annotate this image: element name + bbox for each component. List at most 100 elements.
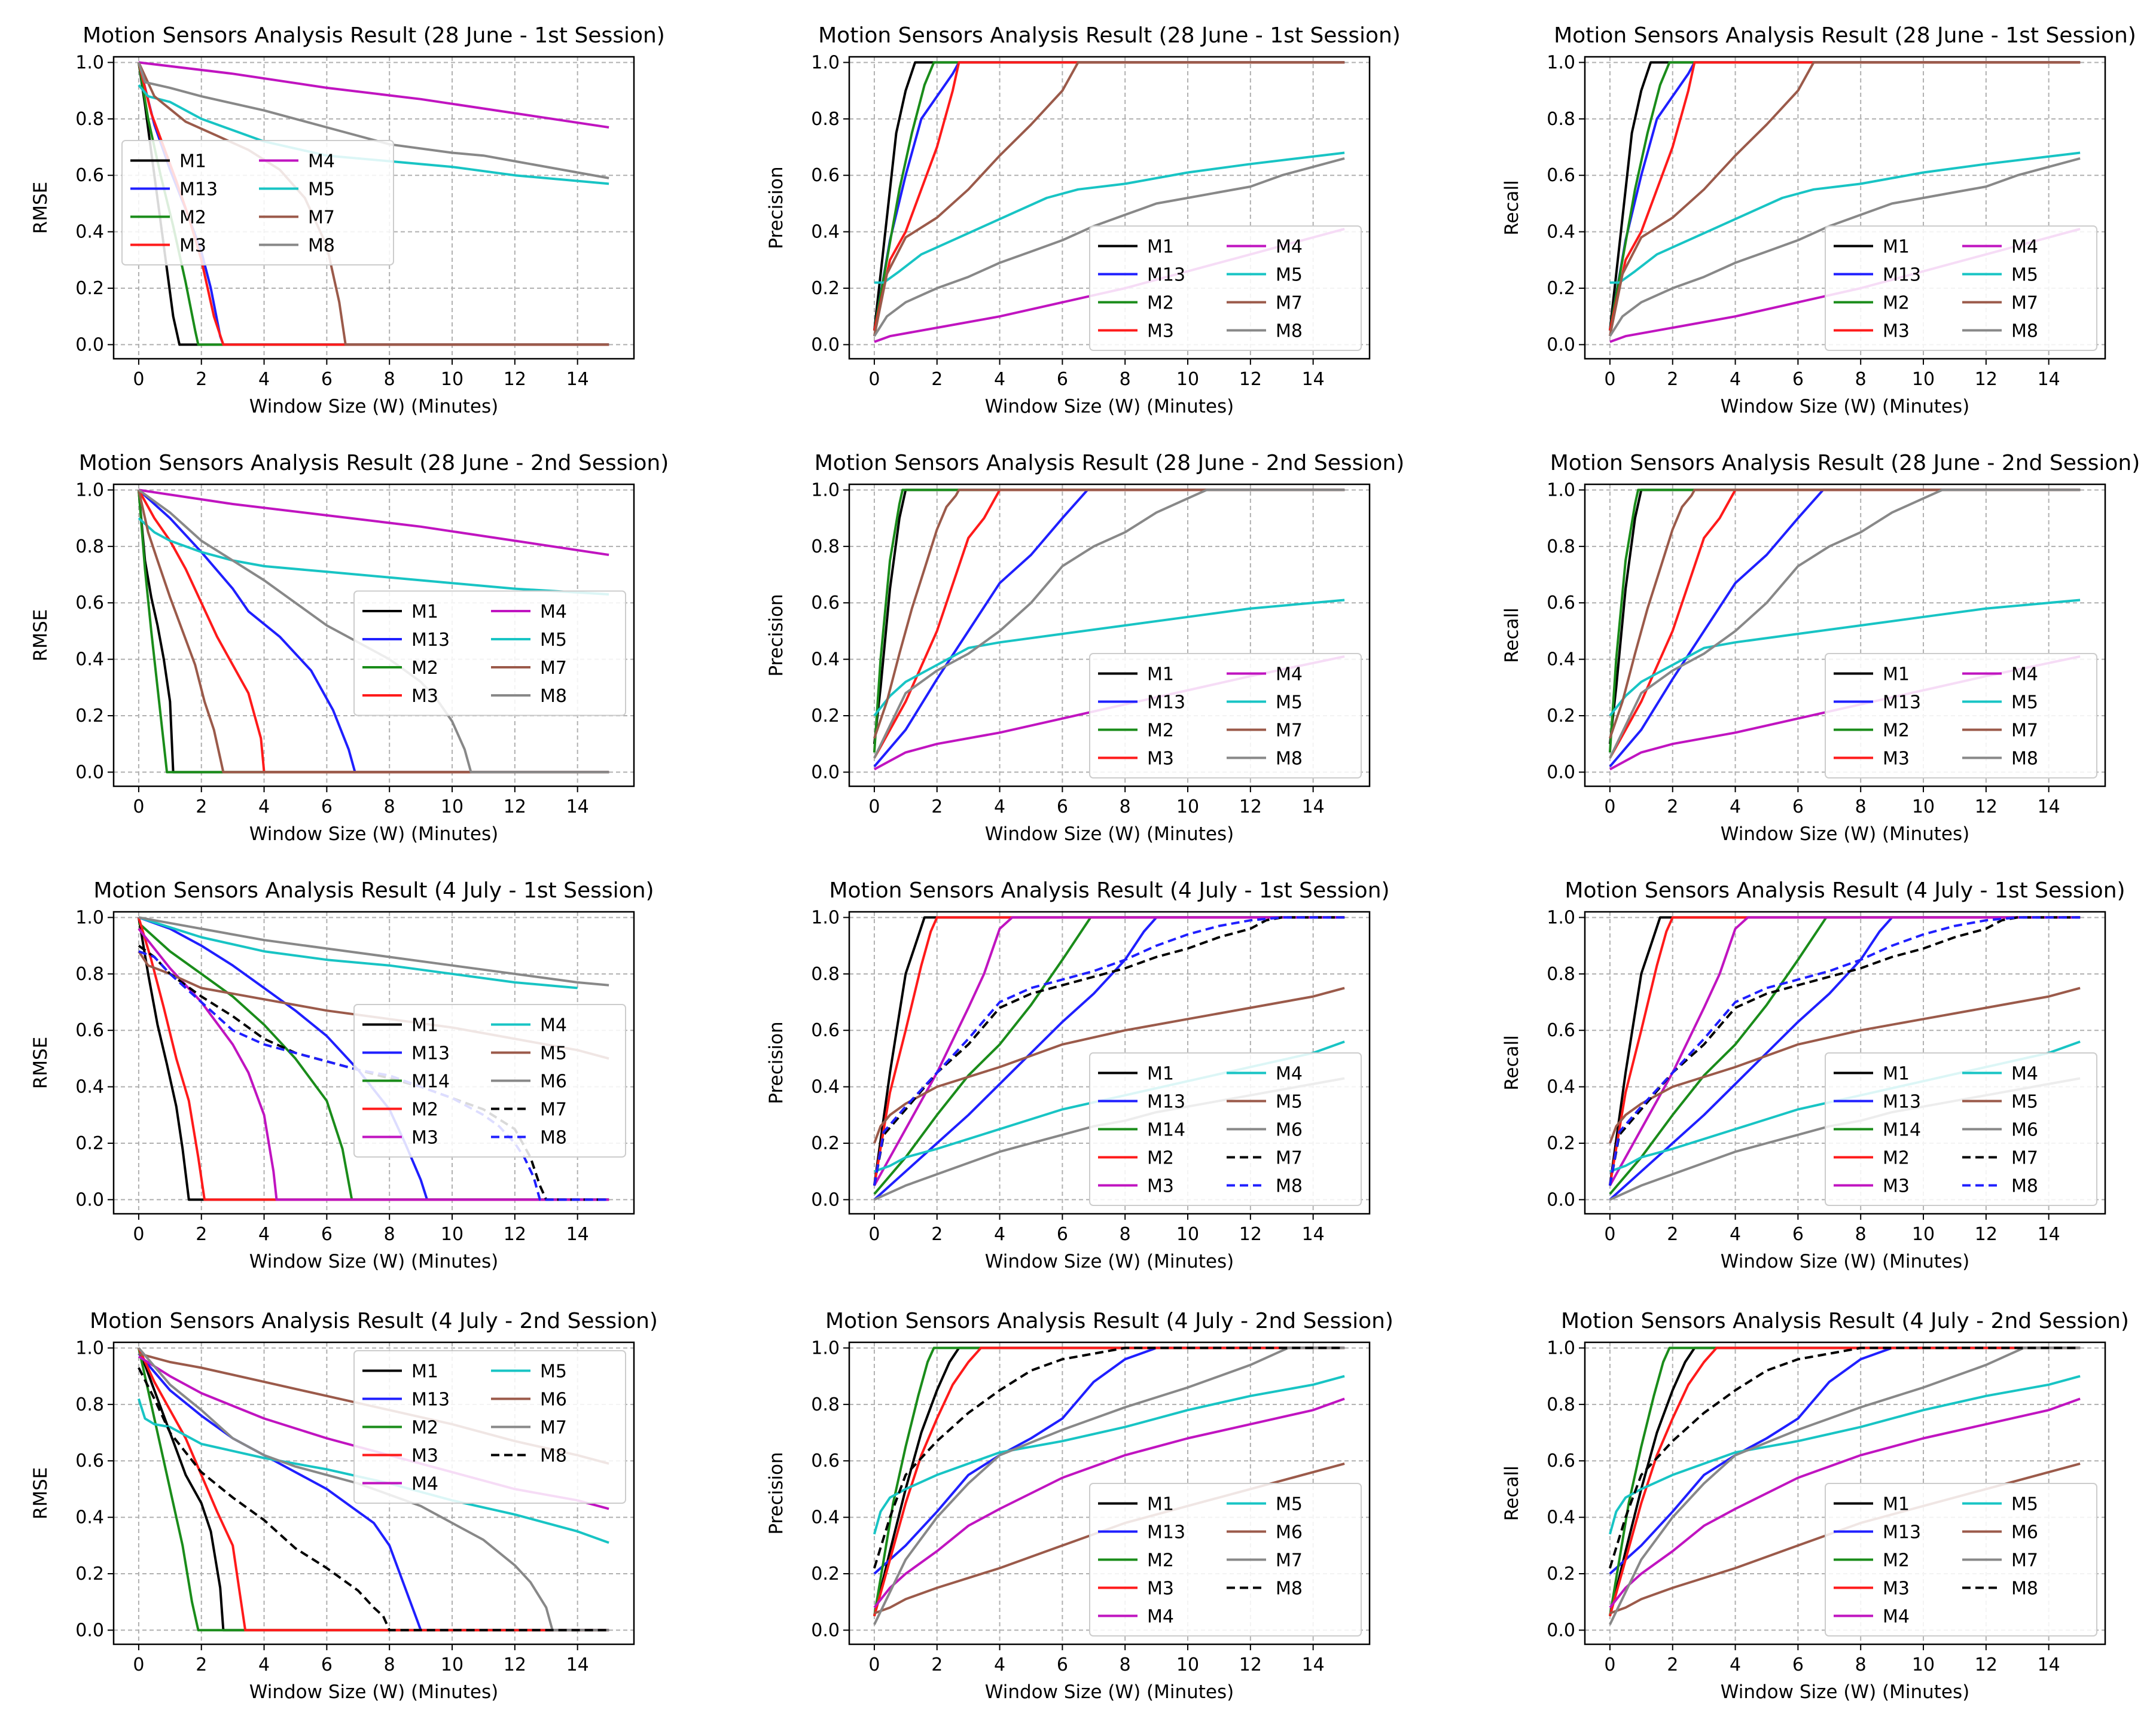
x-tick-label: 10 (1912, 796, 1935, 817)
series-line-m8 (873, 1347, 1345, 1569)
legend-label: M7 (2011, 720, 2038, 741)
legend-label: M13 (411, 630, 450, 651)
x-tick-label: 8 (1855, 1654, 1867, 1675)
x-tick-label: 10 (441, 1654, 463, 1675)
x-tick-label: 12 (504, 796, 526, 817)
legend: M1 M13 M2 M3 M4 M5 M7 M8 (1825, 653, 2097, 778)
legend-label: M8 (2011, 1579, 2038, 1599)
legend-label: M13 (1883, 692, 1921, 713)
series-line-m8 (138, 1367, 609, 1632)
y-tick-label: 0.0 (811, 334, 840, 355)
y-tick-label: 0.6 (1547, 593, 1575, 613)
y-axis-label: RMSE (30, 182, 51, 234)
legend-label: M2 (1883, 720, 1910, 741)
x-tick-label: 4 (994, 796, 1005, 817)
x-tick-label: 6 (1792, 796, 1804, 817)
y-tick-label: 0.0 (75, 762, 104, 783)
legend-label: M1 (179, 151, 206, 172)
y-tick-label: 0.0 (75, 1620, 104, 1641)
chart-panel-7: Motion Sensors Analysis Result (4 July -… (30, 878, 654, 1272)
y-tick-label: 0.6 (75, 165, 104, 186)
legend-label: M4 (411, 1474, 438, 1495)
legend: M1 M13 M2 M3 M4 M5 M7 M8 (353, 590, 626, 716)
legend-label: M3 (1147, 321, 1174, 342)
legend-label: M4 (1276, 1064, 1303, 1085)
chart-title: Motion Sensors Analysis Result (28 June … (815, 451, 1405, 475)
series-line-m3 (138, 1347, 609, 1632)
legend-label: M4 (2011, 664, 2038, 685)
series-line-m3 (1608, 1347, 2081, 1617)
legend-label: M3 (179, 236, 206, 257)
x-tick-label: 2 (196, 1654, 207, 1675)
legend-label: M13 (1147, 265, 1185, 286)
legend-label: M2 (411, 1418, 438, 1439)
legend: M1 M13 M14 M2 M3 M4 M5 M6 M7 M8 (353, 1004, 626, 1158)
legend-label: M5 (1276, 692, 1303, 713)
x-tick-label: 6 (1057, 1224, 1068, 1245)
x-tick-label: 6 (321, 369, 333, 390)
y-tick-label: 0.4 (75, 1507, 104, 1528)
y-tick-label: 0.8 (811, 1394, 840, 1415)
x-tick-label: 0 (868, 796, 880, 817)
x-axis-label: Window Size (W) (Minutes) (1721, 1251, 1970, 1272)
series-line-m2 (1608, 916, 2081, 1186)
x-tick-label: 6 (1792, 369, 1804, 390)
chart-title: Motion Sensors Analysis Result (4 July -… (829, 878, 1389, 903)
series-line-m5 (1609, 987, 2081, 1144)
y-tick-label: 1.0 (75, 52, 104, 73)
legend-label: M6 (1276, 1522, 1303, 1543)
x-tick-label: 0 (1604, 369, 1615, 390)
legend-label: M4 (308, 151, 335, 172)
y-tick-label: 0.6 (1547, 1451, 1575, 1471)
series-line-m1 (137, 490, 609, 774)
y-tick-label: 1.0 (75, 907, 104, 928)
y-axis-label: Precision (766, 594, 787, 676)
y-tick-label: 0.0 (1547, 1189, 1575, 1210)
legend-label: M1 (1883, 664, 1910, 685)
series-line-m2 (873, 61, 1345, 331)
legend-label: M1 (411, 602, 438, 622)
y-tick-label: 0.4 (811, 222, 840, 243)
legend-label: M7 (540, 1100, 567, 1121)
x-tick-label: 6 (1792, 1224, 1804, 1245)
legend-label: M7 (2011, 1550, 2038, 1571)
legend-label: M3 (1147, 1579, 1174, 1599)
legend-label: M1 (1883, 1494, 1910, 1515)
series-line-m6 (138, 916, 609, 987)
y-tick-label: 0.0 (811, 1620, 840, 1641)
x-tick-label: 2 (931, 1224, 943, 1245)
legend-label: M5 (2011, 692, 2038, 713)
y-tick-label: 1.0 (811, 1338, 840, 1358)
chart-title: Motion Sensors Analysis Result (4 July -… (825, 1309, 1393, 1333)
legend-label: M4 (1147, 1607, 1174, 1628)
legend-label: M14 (1147, 1120, 1185, 1141)
x-axis-label: Window Size (W) (Minutes) (1721, 396, 1970, 417)
x-tick-label: 12 (504, 1224, 526, 1245)
series-line-m4 (1609, 1397, 2081, 1608)
legend-label: M8 (2011, 1176, 2038, 1197)
series-line-m1 (873, 1347, 1345, 1617)
legend: M1 M13 M2 M3 M4 M5 M6 M7 M8 (353, 1350, 626, 1504)
x-tick-label: 8 (1855, 369, 1867, 390)
x-tick-label: 2 (196, 369, 207, 390)
y-tick-label: 0.6 (1547, 165, 1575, 186)
chart-title: Motion Sensors Analysis Result (28 June … (83, 23, 665, 48)
legend-label: M5 (2011, 1092, 2038, 1113)
legend-label: M4 (1276, 664, 1303, 685)
legend-label: M13 (1147, 1522, 1185, 1543)
y-tick-label: 0.2 (811, 278, 840, 299)
series-line-m3 (138, 489, 609, 774)
legend-label: M8 (2011, 321, 2038, 342)
series-line-m3 (873, 61, 1345, 331)
chart-panel-5: Motion Sensors Analysis Result (28 June … (766, 451, 1404, 845)
y-tick-label: 0.8 (75, 109, 104, 130)
x-tick-label: 0 (133, 796, 144, 817)
series-group (1608, 489, 2081, 771)
legend-label: M7 (1276, 1550, 1303, 1571)
legend-label: M2 (179, 207, 206, 228)
y-tick-label: 0.8 (811, 109, 840, 130)
y-tick-label: 0.2 (811, 1133, 840, 1154)
legend-label: M3 (411, 1446, 438, 1467)
x-tick-label: 0 (133, 369, 144, 390)
x-tick-label: 10 (441, 369, 463, 390)
